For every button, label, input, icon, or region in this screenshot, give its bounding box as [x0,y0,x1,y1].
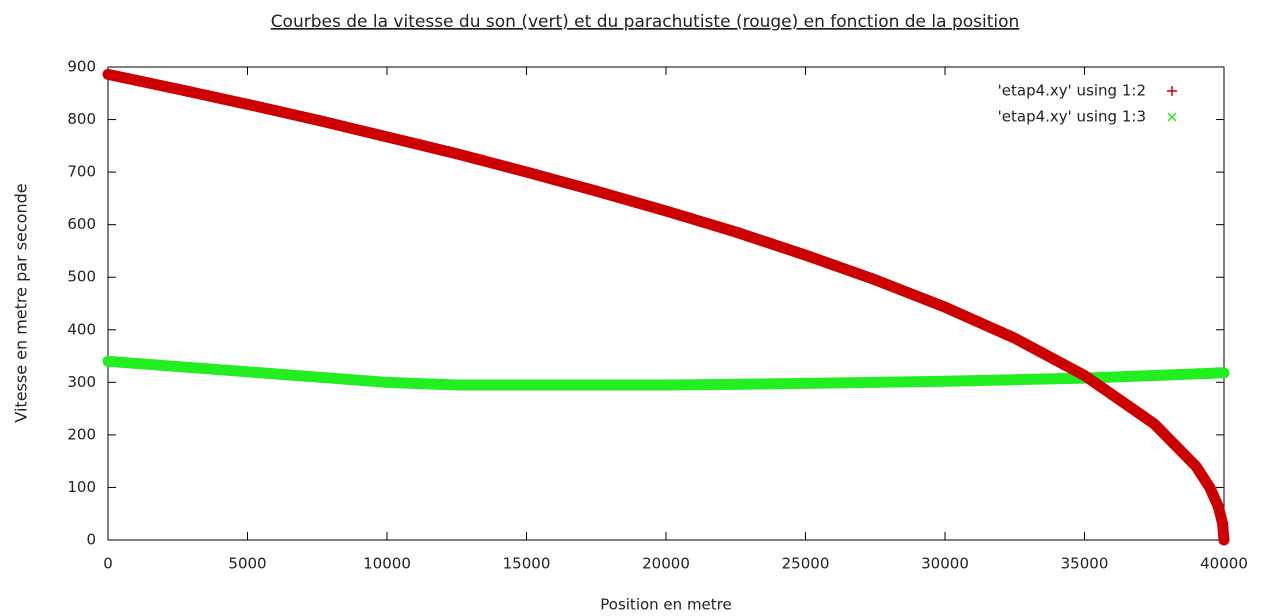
legend-marker [1167,112,1177,122]
x-tick-label: 20000 [642,555,690,573]
y-axis-label: Vitesse en metre par seconde [12,183,31,422]
x-tick-label: 5000 [228,555,266,573]
y-tick-label: 700 [67,163,96,181]
y-tick-label: 600 [67,215,96,233]
plot-border [107,66,1225,541]
y-tick-label: 500 [67,268,96,286]
x-tick-label: 10000 [363,555,411,573]
x-tick-label: 0 [103,555,113,573]
series-line [102,355,1230,391]
series-line [102,68,1230,546]
y-tick-label: 300 [67,373,96,391]
x-tick-label: 15000 [503,555,551,573]
y-tick-label: 400 [67,320,96,338]
y-tick-label: 200 [67,425,96,443]
legend-label: 'etap4.xy' using 1:3 [998,108,1146,126]
y-tick-label: 0 [86,531,96,549]
x-tick-label: 35000 [1061,555,1109,573]
x-tick-label: 40000 [1200,555,1248,573]
x-tick-label: 25000 [782,555,830,573]
y-tick-label: 100 [67,478,96,496]
legend-label: 'etap4.xy' using 1:2 [998,82,1146,100]
y-tick-label: 900 [67,58,96,76]
x-tick-label: 30000 [921,555,969,573]
x-axis-label: Position en metre [600,596,731,614]
chart-title: Courbes de la vitesse du son (vert) et d… [271,12,1020,32]
y-tick-label: 800 [67,110,96,128]
